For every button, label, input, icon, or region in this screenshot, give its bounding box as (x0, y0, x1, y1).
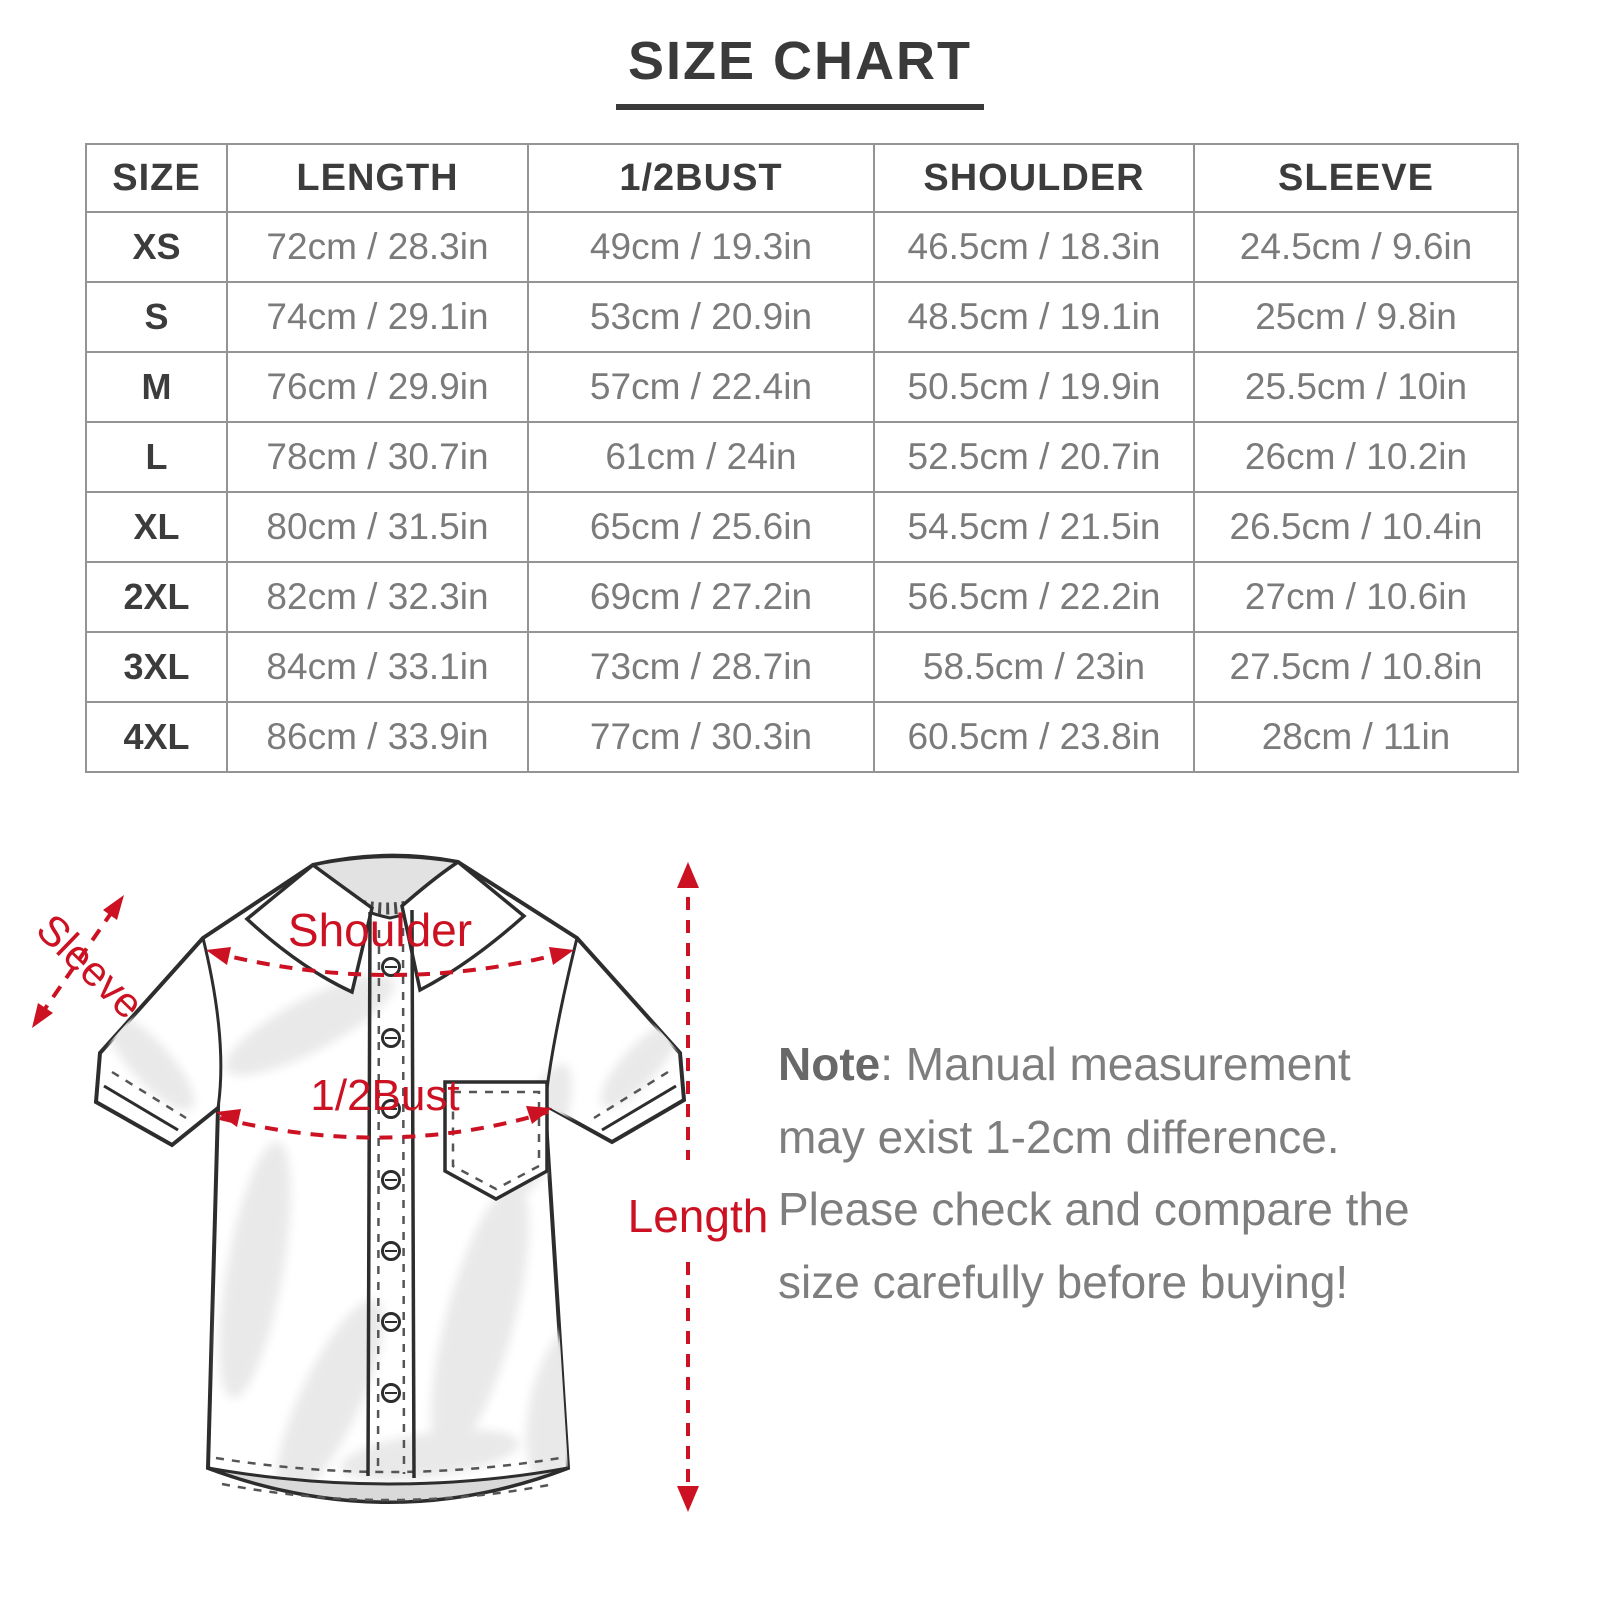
measurement-cell: 77cm / 30.3in (527, 701, 875, 773)
page-title-text: SIZE CHART (616, 30, 984, 110)
measurement-cell: 27cm / 10.6in (1193, 561, 1519, 633)
column-header: LENGTH (226, 143, 529, 213)
column-header: SLEEVE (1193, 143, 1519, 213)
table-row: XS 72cm / 28.3in 49cm / 19.3in 46.5cm / 18.… (85, 211, 1519, 283)
measurement-cell: 26.5cm / 10.4in (1193, 491, 1519, 563)
measurement-cell: 49cm / 19.3in (527, 211, 875, 283)
measurement-cell: 73cm / 28.7in (527, 631, 875, 703)
size-cell: 2XL (85, 561, 228, 633)
shirt-measurement-diagram: Sleeve Shoulder 1/2Bust Length (28, 853, 769, 1512)
sleeve-arrow (32, 895, 124, 1028)
note-text: : Manual measurement may exist 1-2cm dif… (778, 1038, 1410, 1309)
measurement-cell: 24.5cm / 9.6in (1193, 211, 1519, 283)
measurement-cell: 72cm / 28.3in (226, 211, 529, 283)
measurement-cell: 84cm / 33.1in (226, 631, 529, 703)
table-row: S 74cm / 29.1in 53cm / 20.9in 48.5cm / 19.1… (85, 281, 1519, 353)
measurement-cell: 78cm / 30.7in (226, 421, 529, 493)
table-row: 2XL 82cm / 32.3in 69cm / 27.2in 56.5cm / 22… (85, 561, 1519, 633)
measurement-cell: 82cm / 32.3in (226, 561, 529, 633)
table-row: L 78cm / 30.7in 61cm / 24in 52.5cm / 20.7in… (85, 421, 1519, 493)
size-table: SIZE LENGTH 1/2BUST SHOULDER SLEEVE XS 72cm /… (85, 143, 1519, 773)
length-label: Length (628, 1190, 769, 1242)
measurement-cell: 25.5cm / 10in (1193, 351, 1519, 423)
column-header: SHOULDER (873, 143, 1195, 213)
measurement-cell: 74cm / 29.1in (226, 281, 529, 353)
note-label: Note (778, 1038, 881, 1090)
shirt-illustration (93, 853, 687, 1504)
measurement-cell: 25cm / 9.8in (1193, 281, 1519, 353)
page-title: SIZE CHART (0, 30, 1600, 110)
collar-left-wing (244, 862, 374, 995)
measurement-cell: 58.5cm / 23in (873, 631, 1195, 703)
half-bust-arrow (216, 1106, 552, 1140)
size-cell: 4XL (85, 701, 228, 773)
measurement-cell: 53cm / 20.9in (527, 281, 875, 353)
measurement-cell: 76cm / 29.9in (226, 351, 529, 423)
measurement-cell: 28cm / 11in (1193, 701, 1519, 773)
half-bust-label: 1/2Bust (310, 1071, 459, 1120)
shoulder-arrow (206, 947, 574, 977)
size-cell: M (85, 351, 228, 423)
measurement-cell: 46.5cm / 18.3in (873, 211, 1195, 283)
measurement-cell: 56.5cm / 22.2in (873, 561, 1195, 633)
size-cell: XL (85, 491, 228, 563)
size-cell: XS (85, 211, 228, 283)
measurement-cell: 57cm / 22.4in (527, 351, 875, 423)
collar-right-wing (400, 859, 527, 993)
measurement-cell: 61cm / 24in (527, 421, 875, 493)
shoulder-label: Shoulder (288, 904, 472, 956)
measurement-note: Note: Manual measurement may exist 1-2cm… (778, 1028, 1450, 1319)
measurement-cell: 86cm / 33.9in (226, 701, 529, 773)
column-header: 1/2BUST (527, 143, 875, 213)
measurement-cell: 54.5cm / 21.5in (873, 491, 1195, 563)
table-header-row: SIZE LENGTH 1/2BUST SHOULDER SLEEVE (85, 143, 1519, 213)
size-cell: L (85, 421, 228, 493)
measurement-cell: 80cm / 31.5in (226, 491, 529, 563)
measurement-cell: 26cm / 10.2in (1193, 421, 1519, 493)
measurement-cell: 65cm / 25.6in (527, 491, 875, 563)
length-arrow (677, 862, 699, 1512)
measurement-cell: 52.5cm / 20.7in (873, 421, 1195, 493)
measurement-cell: 48.5cm / 19.1in (873, 281, 1195, 353)
measurement-cell: 60.5cm / 23.8in (873, 701, 1195, 773)
buttons (381, 957, 401, 1403)
measurement-cell: 27.5cm / 10.8in (1193, 631, 1519, 703)
measurement-cell: 50.5cm / 19.9in (873, 351, 1195, 423)
chest-pocket (443, 1080, 549, 1201)
size-cell: 3XL (85, 631, 228, 703)
measurement-cell: 69cm / 27.2in (527, 561, 875, 633)
table-row: 4XL 86cm / 33.9in 77cm / 30.3in 60.5cm / 23… (85, 701, 1519, 773)
table-body: XS 72cm / 28.3in 49cm / 19.3in 46.5cm / 18.… (85, 211, 1519, 773)
table-row: 3XL 84cm / 33.1in 73cm / 28.7in 58.5cm / 23… (85, 631, 1519, 703)
table-row: XL 80cm / 31.5in 65cm / 25.6in 54.5cm / 21.… (85, 491, 1519, 563)
size-cell: S (85, 281, 228, 353)
column-header: SIZE (85, 143, 228, 213)
table-row: M 76cm / 29.9in 57cm / 22.4in 50.5cm / 19.9… (85, 351, 1519, 423)
